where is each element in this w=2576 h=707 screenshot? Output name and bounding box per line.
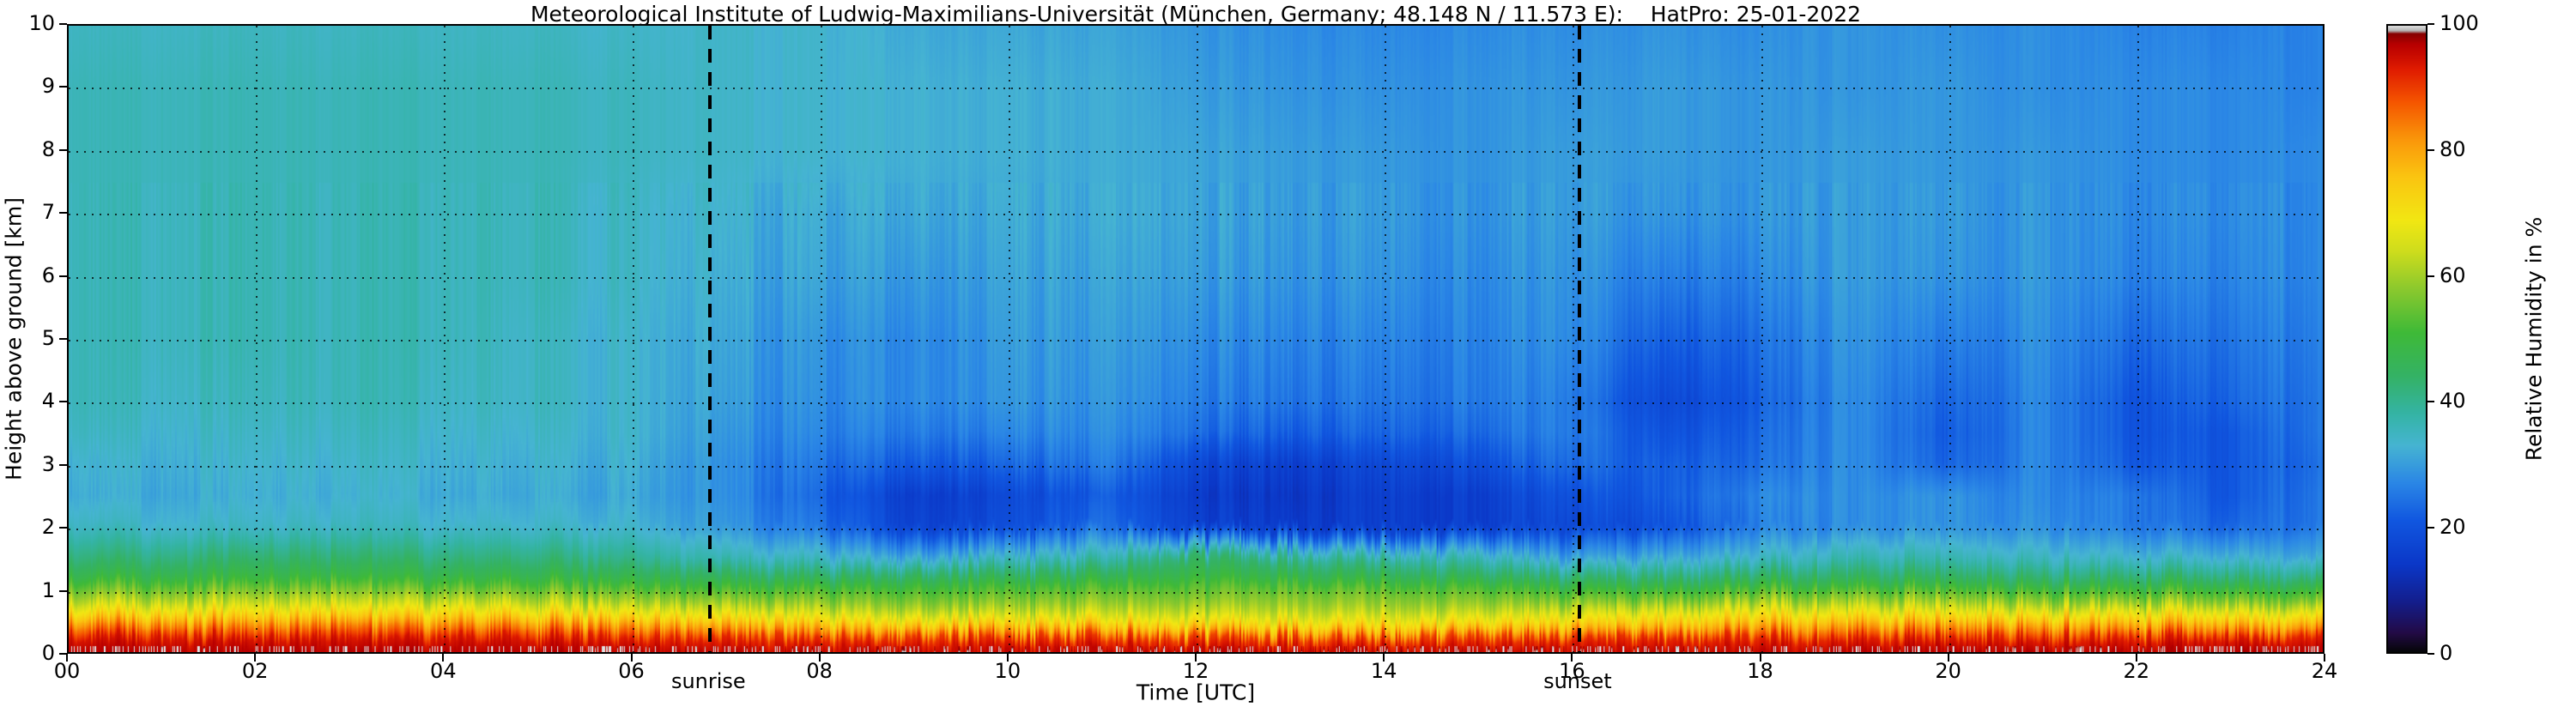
- x-tick-mark: [1006, 654, 1009, 662]
- y-tick-mark: [59, 653, 67, 655]
- vertical-gridline: [444, 26, 446, 652]
- y-tick-label: 3: [41, 451, 55, 476]
- x-tick-mark: [66, 654, 68, 662]
- x-tick-label: 06: [618, 659, 645, 683]
- y-tick-label: 0: [41, 641, 55, 665]
- x-tick-label: 24: [2311, 659, 2338, 683]
- y-tick-label: 5: [41, 326, 55, 350]
- vertical-gridline: [1761, 26, 1763, 652]
- x-tick-label: 04: [430, 659, 457, 683]
- horizontal-gridline: [69, 465, 2323, 468]
- x-tick-mark: [1195, 654, 1197, 662]
- sunset-line: [1577, 26, 1581, 652]
- x-axis-label: Time [UTC]: [1136, 680, 1256, 705]
- x-tick-mark: [1383, 654, 1385, 662]
- vertical-gridline: [1385, 26, 1387, 652]
- y-tick-label: 2: [41, 515, 55, 540]
- x-tick-mark: [630, 654, 633, 662]
- x-tick-mark: [2135, 654, 2137, 662]
- horizontal-gridline: [69, 276, 2323, 279]
- y-tick-mark: [59, 23, 67, 25]
- vertical-gridline: [820, 26, 822, 652]
- y-tick-label: 4: [41, 389, 55, 414]
- x-tick-label: 02: [241, 659, 269, 683]
- y-tick-mark: [59, 212, 67, 215]
- x-tick-label: 20: [1935, 659, 1961, 683]
- y-tick-label: 9: [41, 74, 55, 99]
- horizontal-gridline: [69, 591, 2323, 594]
- horizontal-gridline: [69, 150, 2323, 153]
- x-tick-label: 12: [1182, 659, 1209, 683]
- colorbar-tick-label: 40: [2440, 389, 2466, 414]
- x-tick-mark: [1571, 654, 1573, 662]
- plot-area: [67, 24, 2324, 654]
- vertical-gridline: [632, 26, 634, 652]
- x-tick-label: 08: [806, 659, 833, 683]
- x-tick-label: 00: [53, 659, 81, 683]
- vertical-gridline: [1573, 26, 1575, 652]
- colorbar-tick-label: 100: [2440, 11, 2479, 35]
- y-tick-mark: [59, 589, 67, 592]
- colorbar-tick-mark: [2428, 527, 2434, 529]
- x-tick-label: 14: [1370, 659, 1397, 683]
- vertical-gridline: [256, 26, 258, 652]
- colorbar-tick-mark: [2428, 23, 2434, 25]
- y-tick-label: 6: [41, 263, 55, 287]
- vertical-gridline: [2137, 26, 2139, 652]
- x-tick-mark: [818, 654, 821, 662]
- x-tick-mark: [2324, 654, 2325, 662]
- y-tick-mark: [59, 275, 67, 277]
- colorbar-canvas: [2386, 24, 2428, 654]
- horizontal-gridline: [69, 214, 2323, 216]
- x-tick-mark: [1759, 654, 1761, 662]
- heatmap-canvas: [69, 26, 2323, 652]
- colorbar-tick-mark: [2428, 401, 2434, 403]
- x-tick-mark: [1947, 654, 1949, 662]
- sunrise-label: sunrise: [670, 669, 746, 693]
- y-tick-label: 10: [28, 11, 55, 35]
- x-tick-label: 10: [994, 659, 1021, 683]
- y-tick-label: 1: [41, 577, 55, 602]
- y-tick-label: 7: [41, 200, 55, 225]
- colorbar-tick-mark: [2428, 653, 2434, 655]
- colorbar-tick-label: 60: [2440, 263, 2466, 287]
- x-tick-mark: [442, 654, 445, 662]
- colorbar-tick-label: 20: [2440, 515, 2466, 540]
- colorbar-tick-mark: [2428, 148, 2434, 151]
- vertical-gridline: [1949, 26, 1951, 652]
- plot-title: Meteorological Institute of Ludwig-Maxim…: [530, 2, 1862, 27]
- x-tick-label: 22: [2123, 659, 2150, 683]
- horizontal-gridline: [69, 402, 2323, 405]
- colorbar-label: Relative Humidity in %: [2521, 216, 2547, 462]
- colorbar-tick-label: 0: [2440, 641, 2453, 665]
- y-tick-mark: [59, 463, 67, 466]
- y-tick-mark: [59, 338, 67, 340]
- horizontal-gridline: [69, 340, 2323, 341]
- horizontal-gridline: [69, 88, 2323, 90]
- x-tick-label: 18: [1747, 659, 1773, 683]
- vertical-gridline: [1008, 26, 1010, 652]
- x-tick-mark: [254, 654, 257, 662]
- sunset-label: sunset: [1543, 669, 1612, 693]
- y-tick-mark: [59, 86, 67, 88]
- x-tick-label: 16: [1559, 659, 1585, 683]
- colorbar-tick-mark: [2428, 275, 2434, 277]
- y-tick-mark: [59, 148, 67, 151]
- y-tick-mark: [59, 401, 67, 403]
- vertical-gridline: [1197, 26, 1198, 652]
- y-tick-mark: [59, 527, 67, 529]
- sunrise-line: [708, 26, 712, 652]
- horizontal-gridline: [69, 529, 2323, 531]
- y-tick-label: 8: [41, 136, 55, 161]
- colorbar-tick-label: 80: [2440, 136, 2466, 161]
